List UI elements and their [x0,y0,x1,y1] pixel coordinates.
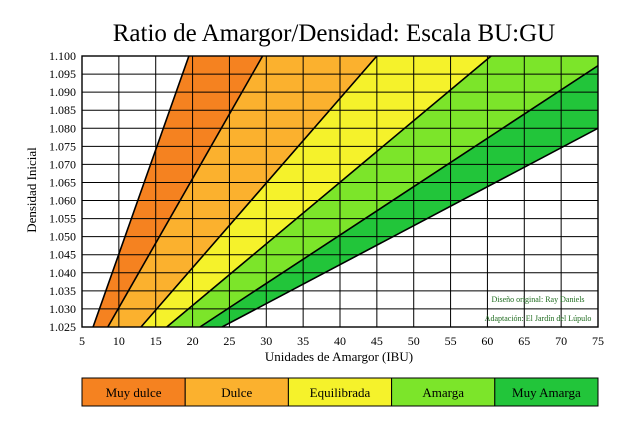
legend-label-0: Muy dulce [106,385,162,400]
x-tick-label-11: 60 [481,334,493,348]
x-tick-label-14: 75 [592,334,604,348]
x-axis-label: Unidades de Amargor (IBU) [265,349,413,364]
x-tick-label-2: 15 [150,334,162,348]
y-tick-label-12: 1.085 [49,103,76,117]
plot-area: 5 10 15 20 25 30 35 40 45 50 55 60 65 70 75 1.025 1.030 1… [49,49,604,348]
legend-swatch-0 [81,377,186,407]
y-tick-label-5: 1.050 [49,230,76,244]
y-tick-label-13: 1.090 [49,85,76,99]
x-tick-label-3: 20 [187,334,199,348]
y-tick-label-15: 1.100 [49,49,76,63]
x-tick-label-13: 70 [555,334,567,348]
y-tick-label-9: 1.070 [49,157,76,171]
legend: Muy dulce Dulce Equilibrada Amarga Muy Amarg… [81,377,599,407]
plot-border [81,55,599,328]
y-tick-label-6: 1.055 [49,212,76,226]
legend-swatch-2 [287,377,393,407]
x-tick-label-8: 45 [371,334,383,348]
credit-design: Diseño original: Ray Daniels [491,295,584,304]
chart-title: Ratio de Amargor/Densidad: Escala BU:GU [113,20,556,47]
legend-label-3: Amarga [422,385,464,400]
x-tick-label-9: 50 [408,334,420,348]
y-tick-label-1: 1.030 [49,302,76,316]
y-tick-label-10: 1.075 [49,139,76,153]
x-tick-label-7: 40 [334,334,346,348]
zone-0 [93,56,263,327]
boundary-line-1 [107,56,264,327]
zone-2 [140,56,492,327]
zone-3 [166,56,598,327]
y-tick-label-7: 1.060 [49,194,76,208]
boundary-line-4 [199,64,598,327]
legend-swatch-3 [391,377,496,407]
y-axis-label: Densidad Inicial [24,147,39,233]
y-tick-label-11: 1.080 [49,121,76,135]
legend-label-2: Equilibrada [310,385,371,400]
y-tick-label-3: 1.040 [49,266,76,280]
y-tick-label-4: 1.045 [49,248,76,262]
credit-adaptation: Adaptación: El Jardín del Lúpulo [485,314,592,323]
x-tick-label-6: 35 [297,334,309,348]
legend-label-4: Muy Amarga [512,385,581,400]
boundary-line-2 [140,56,378,327]
legend-swatch-4 [494,377,599,407]
legend-label-1: Dulce [221,385,252,400]
boundary-lines [92,56,598,327]
zone-1 [107,56,377,327]
boundary-line-0 [92,56,190,327]
boundary-line-3 [166,56,492,327]
x-tick-label-10: 55 [445,334,457,348]
y-tick-label-0: 1.025 [49,320,76,334]
y-tick-label-8: 1.065 [49,175,76,189]
y-tick-label-14: 1.095 [49,67,76,81]
x-tick-label-12: 65 [518,334,530,348]
x-tick-label-4: 25 [223,334,235,348]
y-tick-label-2: 1.035 [49,284,76,298]
x-tick-label-1: 10 [113,334,125,348]
x-tick-label-5: 30 [260,334,272,348]
x-tick-label-0: 5 [79,334,85,348]
boundary-line-5 [221,127,598,327]
